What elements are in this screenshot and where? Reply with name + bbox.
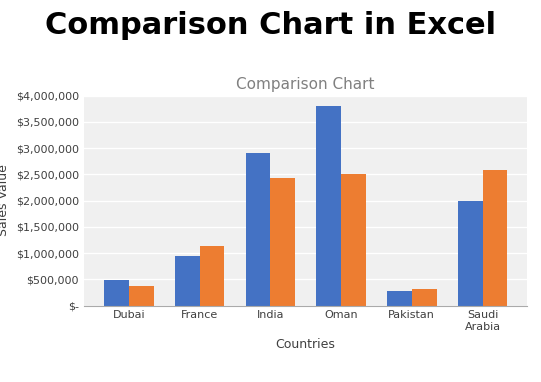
Title: Comparison Chart: Comparison Chart <box>236 76 375 92</box>
Bar <box>270 178 295 306</box>
Bar <box>129 286 154 306</box>
Bar <box>104 280 129 306</box>
Bar <box>458 201 483 306</box>
X-axis label: Countries: Countries <box>276 338 335 351</box>
Bar <box>175 256 200 306</box>
Bar <box>316 106 341 306</box>
Bar <box>483 170 507 306</box>
Bar <box>412 289 437 306</box>
Bar <box>200 246 225 306</box>
Text: Comparison Chart in Excel: Comparison Chart in Excel <box>45 11 496 40</box>
Bar <box>341 174 366 306</box>
Bar <box>246 153 270 306</box>
Y-axis label: Sales Value: Sales Value <box>0 165 10 236</box>
Bar <box>387 291 412 306</box>
